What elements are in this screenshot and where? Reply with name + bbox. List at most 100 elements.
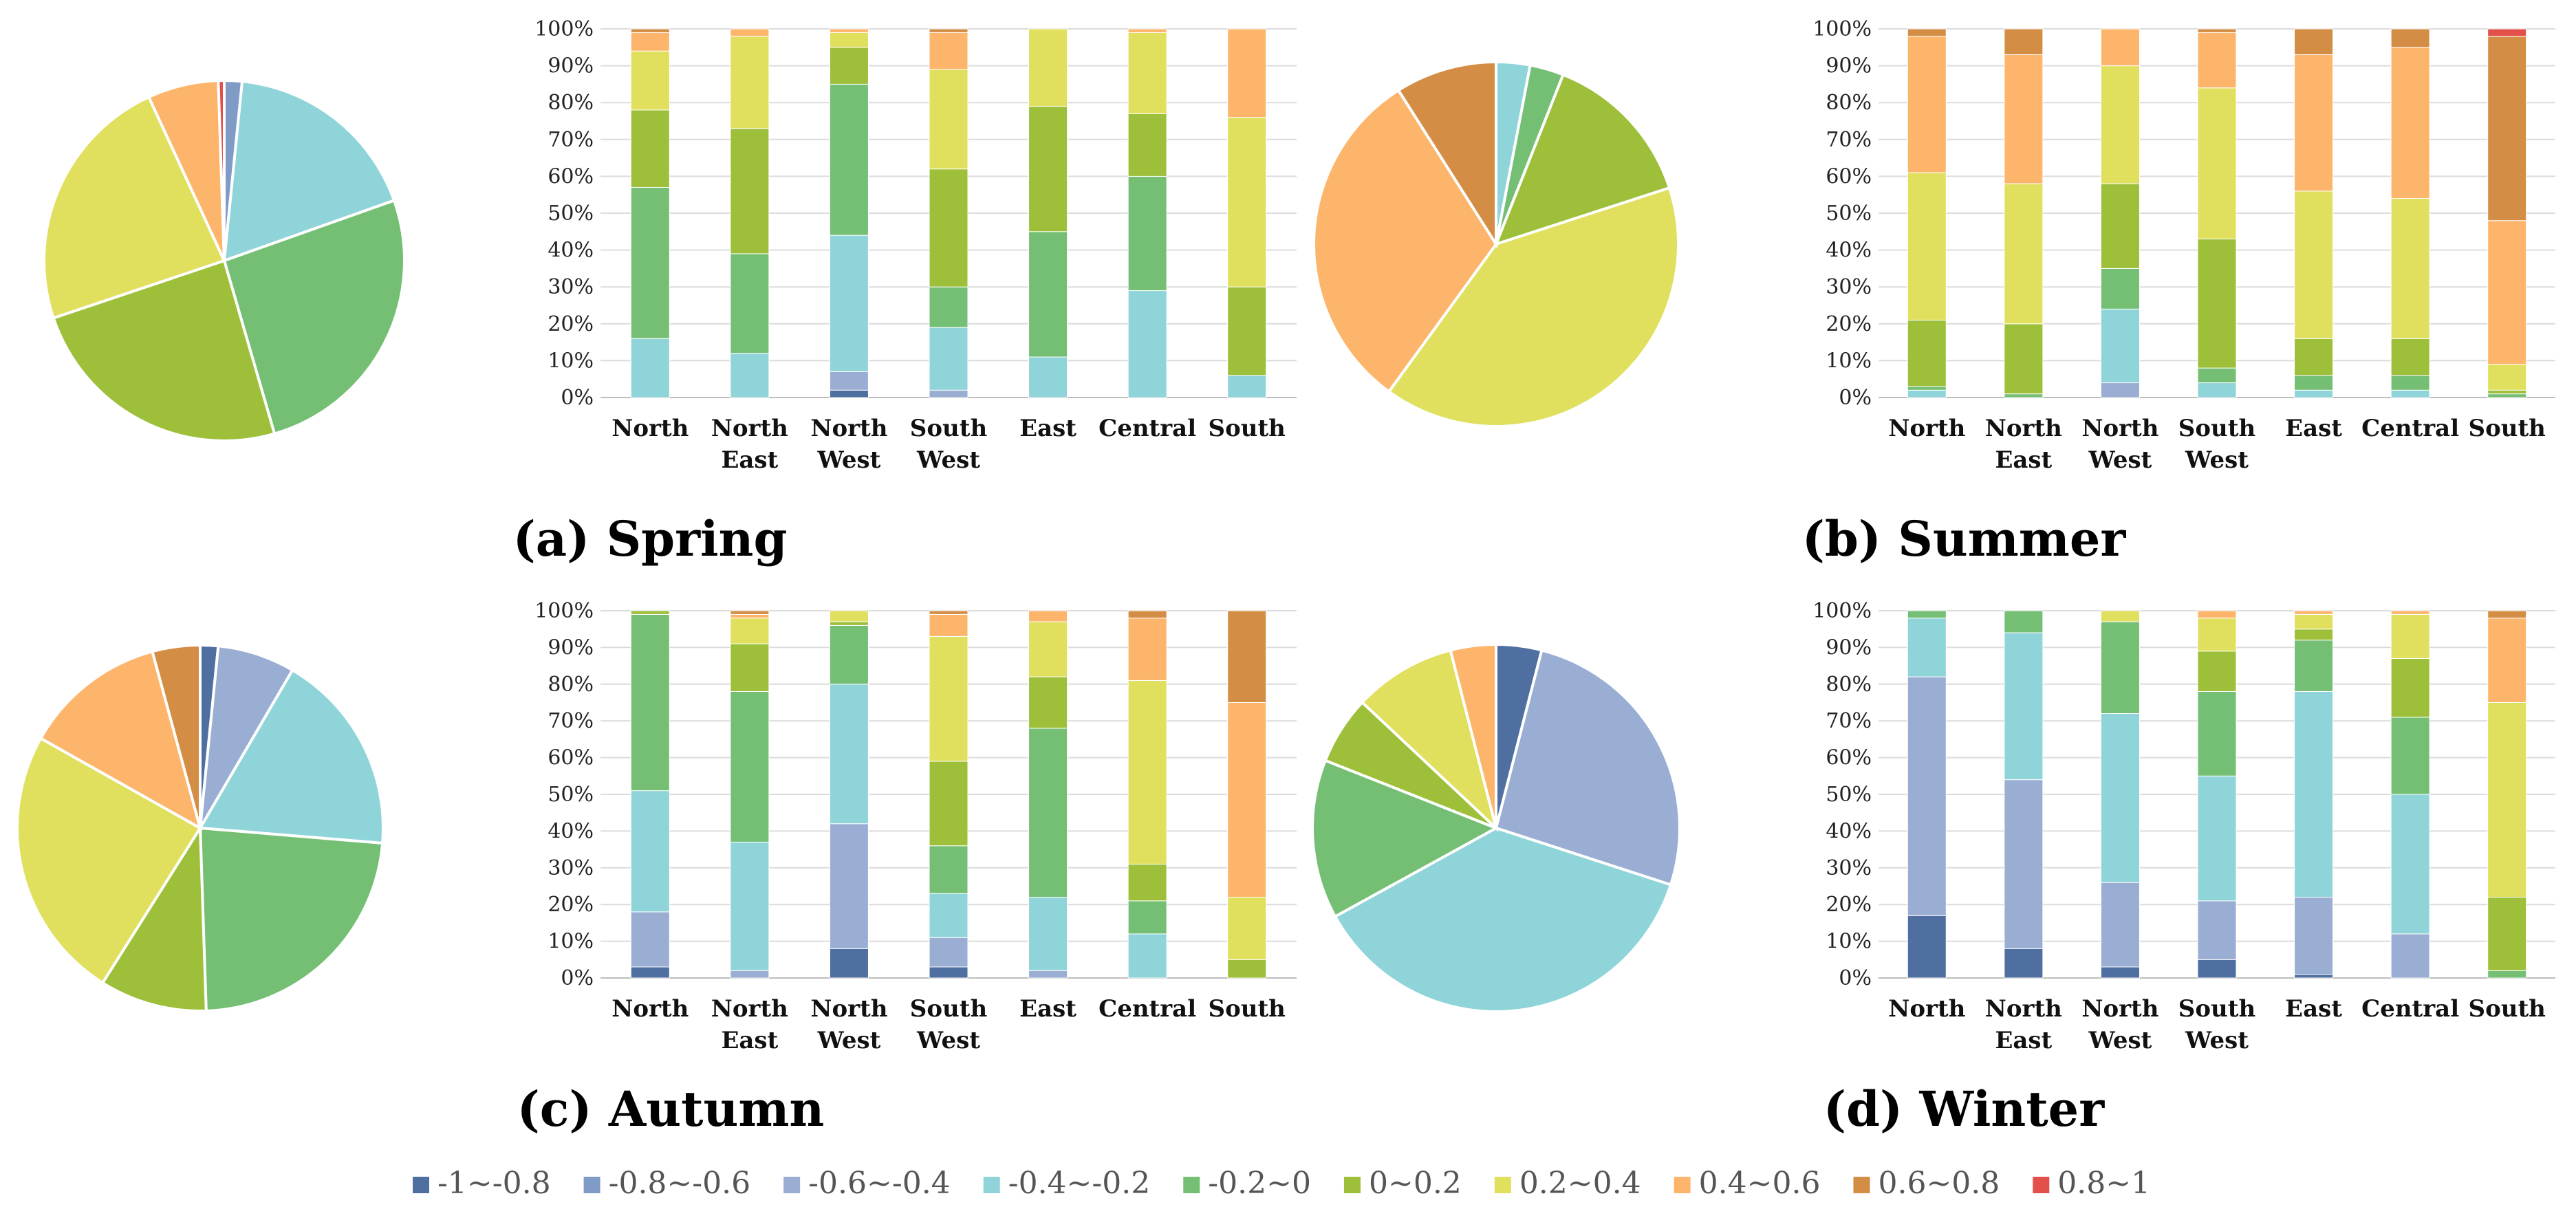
pie-slice-0.8~1 [217, 78, 226, 261]
bar-segment-0.4~0.6 [2197, 32, 2237, 89]
bar-segment-0~0.2 [2390, 657, 2430, 718]
bar-segment-0.2~0.4 [2390, 613, 2430, 659]
y-tick-label: 80% [1826, 91, 1872, 115]
bar-segment--0.4~-0.2 [2294, 690, 2334, 898]
y-tick-label: 30% [1826, 856, 1872, 880]
bar-segment--0.2~0 [2100, 621, 2140, 715]
bar-segment--0.4~-0.2 [2100, 713, 2140, 883]
bar-segment--1~-0.8 [630, 966, 670, 979]
caption-winter: (d) Winter [1823, 1080, 2105, 1138]
y-tick-label: 60% [548, 164, 594, 188]
y-tick-label: 20% [548, 893, 594, 917]
bar-segment--0.2~0 [829, 83, 869, 236]
bar-segment-0.6~0.8 [1227, 610, 1267, 703]
bar-segment--0.4~-0.2 [730, 841, 770, 971]
bar-segment--0.6~-0.4 [2197, 900, 2237, 960]
legend-label: -1~-0.8 [437, 1166, 551, 1201]
bar-segment--0.6~-0.4 [829, 371, 869, 391]
legend-swatch [413, 1177, 429, 1193]
y-tick-label: 70% [548, 128, 594, 152]
bar-segment--0.6~-0.4 [2390, 933, 2430, 979]
y-tick-label: 50% [1826, 202, 1872, 226]
bar-segment-0.2~0.4 [2294, 613, 2334, 630]
pie-chart [43, 78, 406, 442]
pie-slice--0.2~0 [222, 198, 406, 436]
bar-segment--1~-0.8 [2100, 966, 2140, 979]
bar-segment-0.2~0.4 [829, 610, 869, 622]
pie-chart [16, 643, 385, 1012]
bar-segment--0.2~0 [1028, 728, 1068, 898]
y-tick-label: 10% [548, 930, 594, 954]
bar-segment--0.2~0 [2294, 375, 2334, 391]
bar-segment-0~0.2 [630, 109, 670, 188]
bar-segment-0~0.2 [1127, 113, 1167, 177]
bar-segment-0.4~0.6 [2294, 54, 2334, 192]
bar-segment-0~0.2 [1028, 106, 1068, 232]
legend-label: -0.4~-0.2 [1008, 1166, 1151, 1201]
bar-segment--0.4~-0.2 [829, 235, 869, 372]
bar-segment--0.6~-0.4 [2100, 382, 2140, 398]
bar-segment-0.4~0.6 [2004, 54, 2044, 184]
y-tick-label: 10% [1826, 349, 1872, 373]
y-tick-label: 100% [1812, 599, 1872, 623]
category-label: North West [810, 415, 887, 474]
bar-segment-0~0.2 [2294, 338, 2334, 376]
bar-segment--0.4~-0.2 [1127, 290, 1167, 398]
bar-segment--0.2~0 [1907, 386, 1947, 391]
bar-segment--0.2~0 [929, 845, 968, 894]
pie-slice--0.4~-0.2 [1333, 826, 1673, 1013]
y-tick-label: 10% [1826, 930, 1872, 954]
bar-segment-0~0.2 [2390, 338, 2430, 376]
bar-segment-0.4~0.6 [1227, 702, 1267, 898]
pie-slice--0.4~-0.2 [222, 80, 396, 263]
bar-chart: 0% 10% 20% 30% 40% 50% 60% 70% 80% 90% 100% North No… [1812, 17, 2555, 474]
bar-segment-0.4~0.6 [2294, 610, 2334, 615]
bar-segment-0.4~0.6 [929, 32, 968, 70]
pie-slice-0.4~0.6 [39, 649, 203, 831]
bar-segment-0~0.2 [2197, 651, 2237, 692]
y-tick-label: 30% [548, 856, 594, 880]
bar-segment-0.2~0.4 [2197, 618, 2237, 652]
bar-segment-0.6~0.8 [929, 28, 968, 33]
bar-segment-0~0.2 [730, 643, 770, 692]
bar-segment--0.2~0 [2294, 640, 2334, 692]
bar-chart: 0% 10% 20% 30% 40% 50% 60% 70% 80% 90% 100% North No… [1812, 599, 2555, 1054]
category-label: East [2285, 995, 2342, 1023]
caption-spring: (a) Spring [513, 510, 788, 567]
category-label: North [1888, 415, 1965, 442]
bar-segment--0.2~0 [2390, 717, 2430, 795]
bar-chart: 0% 10% 20% 30% 40% 50% 60% 70% 80% 90% 100% North No… [534, 599, 1297, 1054]
bar-segment--1~-0.8 [2004, 948, 2044, 979]
panel-summer: 0% 10% 20% 30% 40% 50% 60% 70% 80% 90% 100% North No… [1312, 17, 2555, 474]
bar-segment--1~-0.8 [2294, 974, 2334, 979]
bar-segment--0.2~0 [630, 186, 670, 339]
bar-segment-0.2~0.4 [1028, 621, 1068, 677]
panel-spring: 0% 10% 20% 30% 40% 50% 60% 70% 80% 90% 100% North No… [43, 17, 1297, 474]
bar-segment-0.2~0.4 [1907, 172, 1947, 320]
bar-segment--0.4~-0.2 [630, 790, 670, 913]
bar-segment-0.6~0.8 [1907, 28, 1947, 37]
bar-segment--0.4~-0.2 [2390, 389, 2430, 398]
bar-segment-0.2~0.4 [2390, 198, 2430, 339]
bar-segment-0~0.2 [1227, 959, 1267, 979]
category-label: South [1209, 415, 1286, 442]
category-label: North [1888, 995, 1965, 1023]
bar-segment-0.4~0.6 [1227, 28, 1267, 118]
category-label: Central [1098, 415, 1196, 442]
y-tick-label: 0% [1839, 966, 1872, 990]
pie-slice-0.4~0.6 [1449, 642, 1497, 829]
pie-slice-0~0.2 [100, 823, 208, 1012]
bar-segment--0.6~-0.4 [1907, 676, 1947, 916]
category-label: North [611, 995, 689, 1023]
bar-segment-0~0.2 [829, 47, 869, 85]
bar-segment--0.4~-0.2 [829, 684, 869, 825]
pie-slice-0.2~0.4 [16, 736, 202, 985]
category-label: South [1209, 995, 1286, 1023]
bar-segment-0.4~0.6 [929, 613, 968, 637]
category-label: North West [2081, 995, 2158, 1054]
y-tick-label: 100% [1812, 17, 1872, 41]
bar-segment-0.6~0.8 [2487, 36, 2527, 221]
pie-slice--0.6~-0.4 [199, 644, 295, 829]
bar-segment--0.4~-0.2 [2390, 794, 2430, 935]
